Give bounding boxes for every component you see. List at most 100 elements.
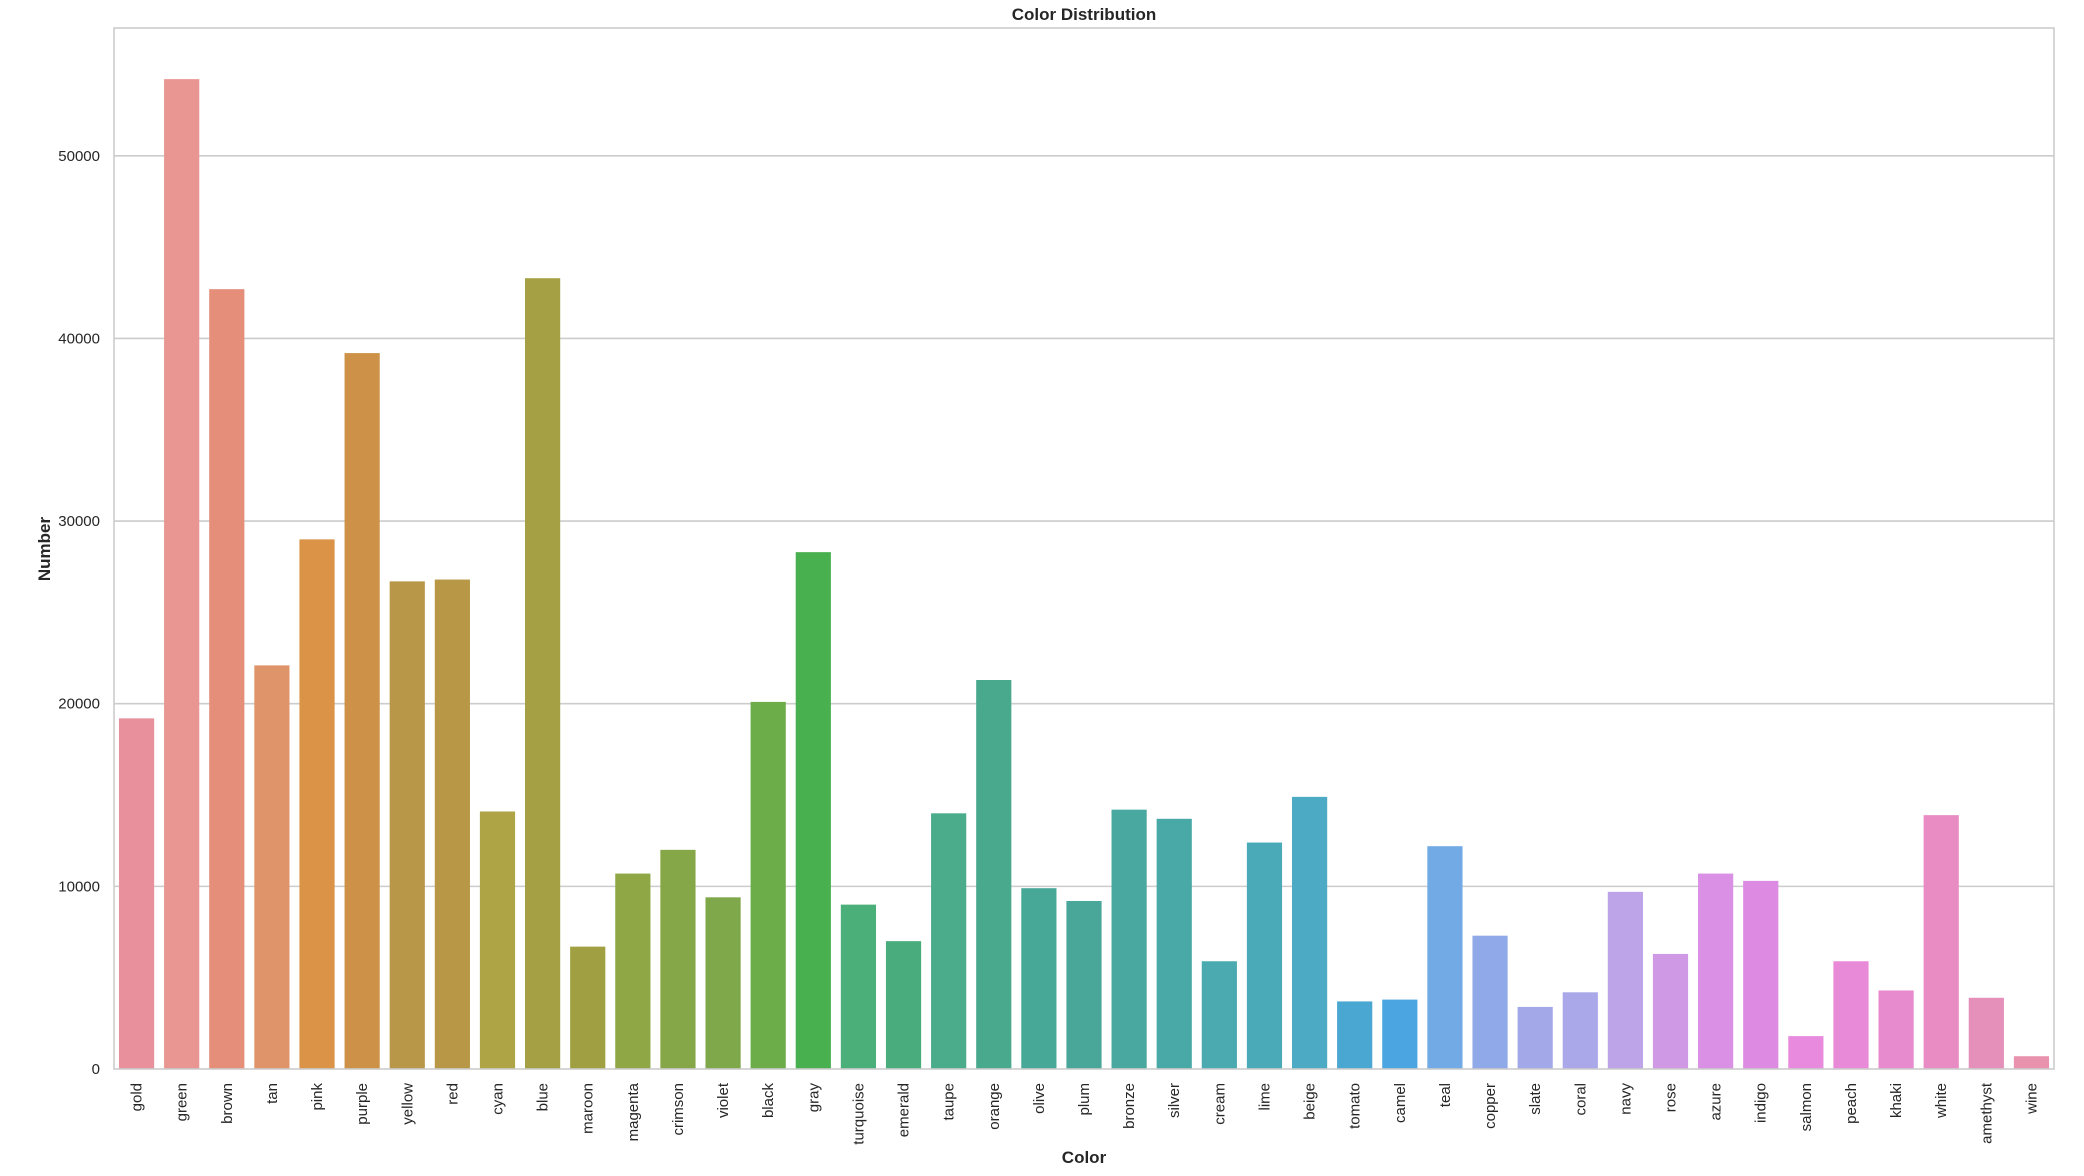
x-tick-label: wine [2023,1083,2040,1115]
x-tick-label: camel [1392,1083,1409,1123]
x-tick-label: tan [264,1083,281,1104]
x-tick-label: gray [805,1083,822,1113]
x-tick-label: taupe [941,1083,958,1121]
x-axis-label: Color [1062,1148,1107,1167]
y-axis-label: Number [35,517,54,582]
bar-pink [299,539,335,1069]
bar-black [750,701,786,1069]
x-tick-label: beige [1302,1083,1319,1120]
x-tick-label: magenta [625,1082,642,1141]
y-tick-label: 30000 [58,513,100,530]
bar-bronze [1111,809,1147,1069]
x-tick-label: peach [1843,1083,1860,1124]
bar-lime [1246,842,1283,1069]
bars [118,79,2050,1069]
bar-plum [1066,900,1102,1069]
bar-copper [1472,935,1508,1069]
x-tick-label: salmon [1798,1083,1815,1131]
bar-red [434,579,470,1069]
y-tick-label: 20000 [58,696,100,713]
bar-gold [118,718,155,1069]
bar-emerald [885,941,922,1069]
bar-khaki [1878,990,1914,1069]
x-tick-label: cream [1211,1083,1228,1125]
bar-cyan [479,811,516,1069]
x-tick-label: brown [219,1083,236,1124]
bar-rose [1652,953,1689,1069]
y-tick-label: 0 [92,1061,100,1078]
bar-blue [525,278,561,1069]
x-tick-label: lime [1256,1083,1273,1111]
x-tick-label: slate [1527,1083,1544,1115]
bar-maroon [570,946,606,1069]
x-tick-label: yellow [399,1083,416,1125]
x-tick-label: coral [1572,1083,1589,1116]
x-tick-label: khaki [1888,1083,1905,1118]
bar-crimson [660,849,696,1069]
bar-silver [1156,818,1192,1069]
bar-amethyst [1968,997,2004,1069]
bar-gray [795,552,831,1069]
bar-coral [1562,992,1598,1069]
bar-navy [1607,891,1643,1069]
x-tick-label: azure [1708,1083,1725,1121]
x-tick-label: orange [986,1083,1003,1130]
x-tick-label: blue [535,1083,552,1111]
bar-salmon [1788,1036,1824,1069]
plot-frame [113,27,2055,1070]
x-tick-label: bronze [1121,1083,1138,1129]
bar-turquoise [840,904,877,1069]
x-tick-label: white [1933,1083,1950,1119]
bar-brown [209,289,245,1069]
bar-beige [1291,796,1328,1069]
x-tick-label: violet [715,1082,732,1118]
x-tick-label: purple [354,1083,371,1125]
bar-taupe [931,813,967,1069]
bar-magenta [615,873,651,1069]
x-tick-label: navy [1617,1083,1634,1115]
x-tick-label: maroon [580,1083,597,1134]
x-tick-label: indigo [1753,1083,1770,1123]
x-tick-label: pink [309,1083,326,1111]
bar-white [1923,815,1959,1069]
bar-violet [705,897,741,1069]
bar-indigo [1743,880,1779,1069]
y-tick-label: 50000 [58,148,100,165]
x-tick-label: crimson [670,1083,687,1136]
x-tick-label: green [174,1083,191,1121]
x-tick-label: rose [1663,1083,1680,1112]
bar-tomato [1337,1001,1373,1069]
bar-camel [1382,999,1418,1069]
x-tick-label: copper [1482,1083,1499,1129]
bar-purple [344,353,380,1069]
chart-title: Color Distribution [1012,5,1156,24]
y-tick-label: 40000 [58,330,100,347]
bar-slate [1517,1006,1553,1069]
bar-tan [254,665,290,1069]
x-tick-label: cyan [489,1083,506,1115]
bar-teal [1427,846,1463,1069]
x-tick-label: amethyst [1978,1082,1995,1144]
x-tick-label: black [760,1083,777,1119]
x-tick-label: gold [129,1083,146,1111]
x-tick-label: silver [1166,1083,1183,1118]
y-tick-label: 10000 [58,878,100,895]
bar-olive [1021,888,1057,1069]
bar-orange [976,679,1012,1069]
bar-yellow [389,581,425,1069]
bar-peach [1833,961,1869,1069]
bar-green [164,79,200,1069]
y-axis-ticks: 0 10000 20000 30000 40000 50000 [58,148,100,1078]
bar-wine [2013,1056,2050,1069]
x-tick-label: emerald [896,1083,913,1137]
bar-azure [1698,873,1734,1069]
bar-cream [1201,961,1237,1069]
x-axis-ticks: gold green brown tan pink purple yellow red cyan… [129,1082,2041,1145]
x-tick-label: olive [1031,1083,1048,1114]
x-tick-label: red [444,1083,461,1105]
x-tick-label: teal [1437,1083,1454,1107]
x-tick-label: turquoise [850,1083,867,1145]
x-tick-label: tomato [1347,1083,1364,1129]
x-tick-label: plum [1076,1083,1093,1116]
